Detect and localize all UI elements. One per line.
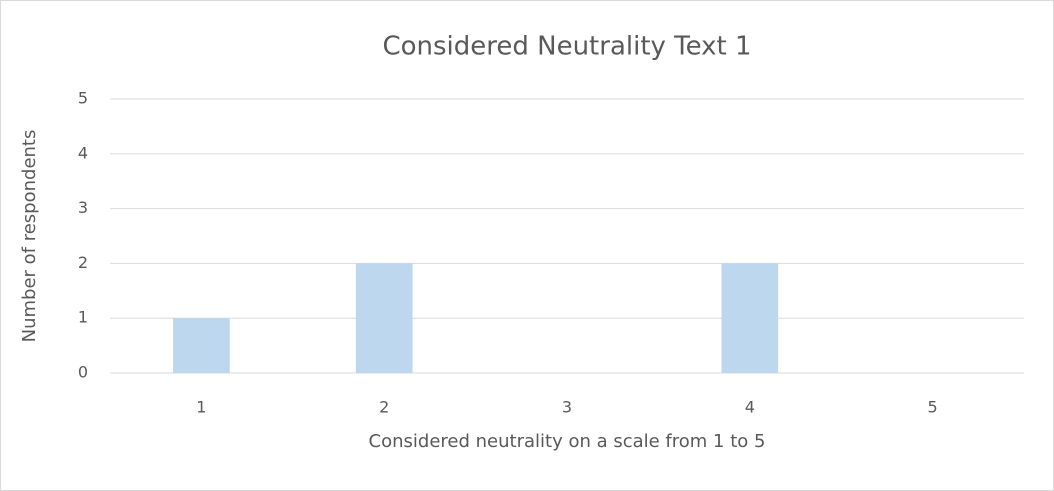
x-tick-label: 2 — [379, 398, 389, 417]
x-tick-label: 5 — [928, 398, 938, 417]
bar — [173, 318, 230, 373]
y-tick-label: 4 — [78, 143, 88, 162]
y-axis-title: Number of respondents — [19, 130, 40, 343]
bar — [721, 263, 779, 373]
x-tick-label: 3 — [562, 398, 572, 417]
y-tick-label: 2 — [78, 253, 88, 272]
bar — [355, 263, 413, 373]
chart-title: Considered Neutrality Text 1 — [382, 32, 751, 62]
y-tick-label: 5 — [78, 89, 88, 108]
x-tick-label: 1 — [196, 398, 206, 417]
y-tick-label: 3 — [78, 198, 88, 217]
y-tick-label: 1 — [78, 308, 88, 327]
y-tick-label: 0 — [78, 363, 88, 382]
x-tick-label: 4 — [745, 398, 755, 417]
x-axis-title: Considered neutrality on a scale from 1 … — [369, 431, 766, 452]
